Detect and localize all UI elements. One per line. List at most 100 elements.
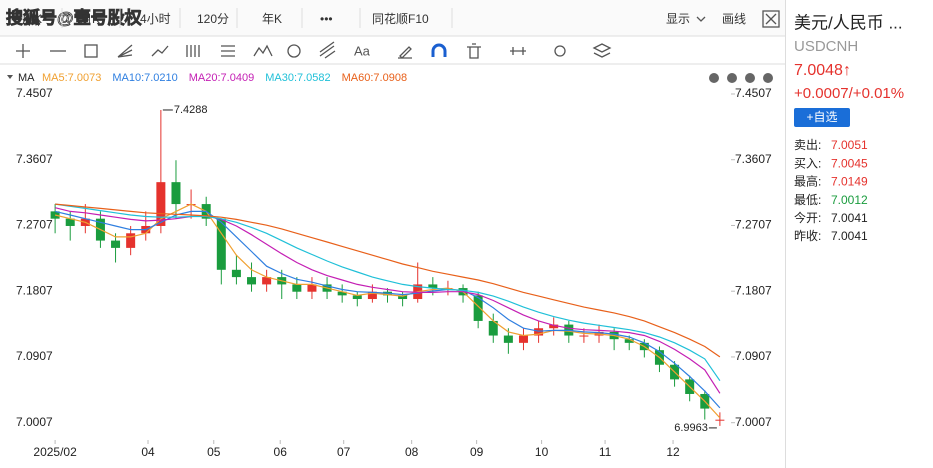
layout-icon[interactable]: [762, 10, 780, 28]
legend-entry: MA10:7.0210: [112, 72, 177, 84]
candle-body: [65, 218, 75, 226]
candle-body: [337, 291, 347, 296]
high-annotation: 7.4288: [174, 104, 208, 116]
layout-icon: [765, 13, 777, 25]
y-tick-label: 7.2707: [16, 218, 53, 232]
bars-tool[interactable]: [186, 45, 200, 57]
candle-body: [216, 218, 226, 270]
quote-value: 7.0045: [831, 156, 868, 170]
pen-tool[interactable]: [398, 46, 412, 59]
quote-label: 最低:: [794, 193, 821, 207]
crosshair-tool[interactable]: [16, 44, 30, 58]
candle-body: [111, 240, 121, 248]
period-tab[interactable]: 年K: [262, 12, 282, 26]
close-button[interactable]: [763, 73, 773, 83]
low-annotation: 6.9963: [674, 422, 708, 434]
pitch-tool[interactable]: [319, 41, 336, 59]
display-menu[interactable]: 显示: [666, 12, 690, 26]
candle-body: [428, 284, 438, 289]
instrument-name: 美元/人民币 ...: [794, 13, 903, 32]
quote-label: 最高:: [794, 174, 821, 189]
candle-body: [126, 233, 136, 248]
quote-value: 7.0041: [831, 229, 868, 243]
ma-line: [54, 203, 721, 419]
candle-body: [518, 335, 528, 343]
settings-tool[interactable]: [554, 45, 566, 57]
magnet-tool[interactable]: [431, 43, 447, 57]
y-tick-label-right: 7.2707: [735, 218, 772, 232]
watch-button-label[interactable]: +自选: [806, 110, 837, 124]
y-tick-label-right: 7.3607: [735, 152, 772, 166]
candle-body: [352, 295, 362, 300]
candle-body: [247, 277, 257, 285]
cycle-tool[interactable]: [287, 44, 301, 58]
x-tick-label: 06: [274, 445, 288, 459]
fib-tool[interactable]: [221, 45, 235, 57]
dropdown-icon: [696, 16, 706, 22]
path-tool[interactable]: [151, 45, 169, 57]
instrument-code: USDCNH: [794, 38, 858, 55]
layers-tool[interactable]: [592, 43, 612, 58]
quote-value: 7.0051: [831, 138, 868, 152]
candle-body: [307, 284, 317, 292]
add-button[interactable]: [727, 73, 737, 83]
candle-body: [534, 328, 544, 336]
y-tick-label: 7.0907: [16, 349, 53, 363]
y-tick-label-right: 7.0907: [735, 349, 772, 363]
candle-body: [473, 295, 483, 321]
candle-body: [156, 182, 166, 226]
x-tick-label: 07: [337, 445, 351, 459]
candle-body: [549, 324, 559, 329]
legend-entry: MA20:7.0409: [189, 72, 254, 84]
y-tick-label-right: 7.0007: [735, 415, 772, 429]
candle-body: [579, 335, 589, 337]
draw-menu[interactable]: 画线: [722, 12, 746, 26]
x-axis-band: [8, 440, 778, 466]
ma-line: [54, 207, 721, 394]
price-change: +0.0007/+0.01%: [794, 85, 904, 102]
candle-body: [171, 182, 181, 205]
legend-controls: [709, 73, 773, 83]
x-tick-label: 04: [141, 445, 155, 459]
x-tick-label: 08: [405, 445, 419, 459]
y-tick-label-right: 7.1807: [735, 283, 772, 297]
indicator-label: MA: [18, 72, 35, 84]
candle-body: [503, 335, 513, 343]
top-toolbar: [0, 0, 785, 36]
quote-label: 今开:: [794, 210, 821, 225]
period-tab[interactable]: 120分: [197, 12, 229, 26]
ma-line: [55, 203, 721, 358]
delete-tool[interactable]: [467, 43, 481, 59]
period-tab[interactable]: 周K: [22, 12, 42, 26]
candle-body: [262, 277, 272, 285]
ma-line: [54, 210, 721, 409]
period-tab[interactable]: 月K: [80, 12, 100, 26]
settings-button[interactable]: [745, 73, 755, 83]
watermark: 搜狐号@壹号股权: [6, 7, 143, 27]
rect-tool[interactable]: [84, 44, 98, 58]
y-tick-label: 7.3607: [16, 152, 53, 166]
fan-tool[interactable]: [117, 44, 133, 58]
x-tick-label: 10: [535, 445, 549, 459]
collapse-button[interactable]: [709, 73, 719, 83]
measure-tool[interactable]: [510, 47, 526, 55]
period-tab[interactable]: 同花顺F10: [372, 11, 429, 26]
legend-entry: MA30:7.0582: [265, 72, 330, 84]
ma-line: [55, 203, 721, 382]
legend-entry: MA5:7.0073: [42, 72, 101, 84]
period-tab[interactable]: •••: [320, 12, 333, 26]
quote-label: 昨收:: [794, 229, 821, 243]
candle-body: [624, 339, 634, 343]
candle-body: [488, 320, 498, 336]
y-tick-label: 7.0007: [16, 415, 53, 429]
candle-body: [398, 295, 408, 300]
text-tool[interactable]: Aa: [354, 43, 371, 58]
x-tick-label: 09: [470, 445, 484, 459]
period-tab[interactable]: 4小时: [140, 12, 171, 26]
legend-entry: MA60:7.0908: [342, 72, 407, 84]
y-tick-label: 7.1807: [16, 283, 53, 297]
wave-tool[interactable]: [253, 44, 273, 57]
watch-button[interactable]: [794, 108, 850, 127]
plot: [50, 109, 725, 426]
last-price: 7.0048↑: [794, 62, 851, 79]
